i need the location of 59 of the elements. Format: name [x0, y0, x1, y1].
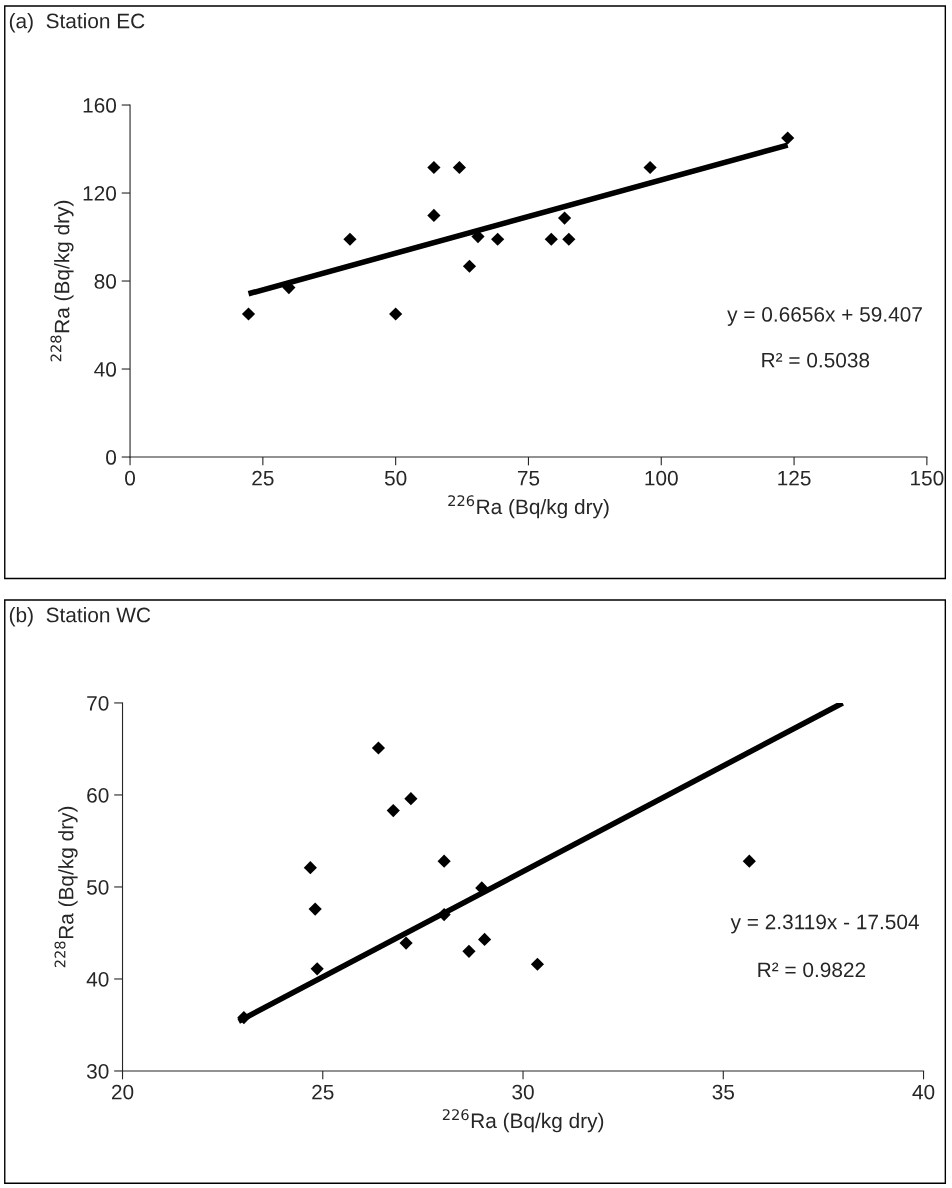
point	[491, 232, 505, 246]
y-tick-label: 120	[83, 186, 117, 201]
point	[404, 792, 418, 806]
point	[452, 160, 466, 175]
x-tick-label: 35	[712, 1084, 734, 1100]
x-tick-label: 20	[111, 1084, 134, 1100]
point	[308, 902, 322, 916]
x-tick-label: 75	[517, 470, 540, 486]
x-tick-label: 25	[312, 1084, 334, 1100]
x-tick-label: 150	[911, 470, 944, 486]
y-tick-label: 40	[86, 971, 109, 987]
annotation: y = 2.3119x - 17.504	[730, 914, 919, 934]
point	[462, 259, 477, 273]
point	[562, 232, 576, 246]
point	[310, 962, 324, 976]
point	[241, 307, 256, 321]
y-tick-label: 80	[94, 274, 117, 289]
annotation: R² = 0.5038	[762, 352, 870, 368]
point	[437, 907, 451, 922]
x-tick-label: 100	[645, 470, 678, 486]
point	[462, 944, 476, 958]
chart-title: (a) Station EC	[9, 13, 145, 33]
y-axis-title: $^{228}$Ra (Bq/kg dry)	[54, 806, 78, 968]
y-axis-title: $^{228}$Ra (Bq/kg dry)	[50, 200, 74, 362]
point	[477, 932, 492, 946]
x-axis-title: $^{226}$Ra (Bq/kg dry)	[442, 1109, 604, 1133]
y-tick-label: 30	[86, 1063, 109, 1079]
y-tick-label: 0	[106, 450, 117, 465]
annotation: y = 0.6656x + 59.407	[727, 307, 922, 326]
point	[237, 1011, 251, 1025]
point	[427, 208, 441, 223]
point	[643, 160, 657, 175]
point	[437, 854, 451, 868]
x-tick-label: 40	[912, 1084, 935, 1100]
chart-title: (b) Station WC	[9, 607, 151, 627]
point	[343, 232, 357, 246]
y-tick-label: 50	[86, 879, 109, 895]
x-tick-label: 25	[252, 470, 274, 486]
point	[781, 131, 795, 145]
y-tick-label: 160	[83, 98, 117, 113]
point	[386, 804, 400, 818]
y-tick-label: 40	[94, 362, 117, 377]
y-tick-label: 70	[87, 695, 109, 711]
point	[303, 861, 317, 875]
y-tick-label: 60	[87, 787, 109, 803]
point	[742, 854, 756, 868]
annotation: R² = 0.9822	[758, 962, 866, 978]
x-axis-title: $^{226}$Ra (Bq/kg dry)	[448, 495, 609, 519]
point	[399, 936, 413, 950]
point	[530, 957, 545, 971]
point	[544, 232, 558, 246]
point	[389, 307, 403, 321]
x-tick-label: 0	[125, 470, 136, 486]
x-tick-label: 125	[778, 470, 811, 486]
x-tick-label: 50	[384, 470, 407, 486]
x-tick-label: 30	[512, 1084, 534, 1100]
point	[557, 211, 572, 225]
point	[371, 741, 386, 755]
point	[427, 160, 441, 175]
